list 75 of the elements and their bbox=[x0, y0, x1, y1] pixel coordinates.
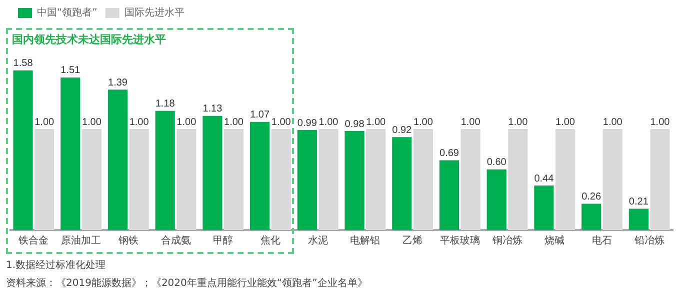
data-label: 1.00 bbox=[129, 116, 150, 128]
data-label: 1.13 bbox=[202, 104, 223, 115]
data-label: 1.51 bbox=[60, 65, 81, 76]
data-label: 1.00 bbox=[413, 116, 434, 128]
x-tick-label: 铁合金 bbox=[18, 234, 49, 247]
bar bbox=[34, 129, 54, 230]
bar bbox=[250, 122, 270, 230]
bar bbox=[82, 129, 102, 230]
bar bbox=[486, 169, 506, 230]
data-label: 1.00 bbox=[460, 116, 481, 128]
data-label: 1.18 bbox=[155, 98, 176, 110]
bar bbox=[344, 131, 364, 230]
bar bbox=[555, 129, 576, 230]
bar bbox=[13, 70, 33, 230]
x-tick-label: 电石 bbox=[592, 234, 612, 247]
x-tick-label: 铜冶炼 bbox=[491, 234, 522, 247]
bar bbox=[224, 129, 244, 230]
bar bbox=[534, 186, 554, 230]
x-tick-label: 合成氨 bbox=[160, 234, 191, 247]
data-label: 1.00 bbox=[271, 116, 292, 128]
data-label: 1.07 bbox=[250, 110, 270, 121]
x-tick-label: 烧碱 bbox=[544, 234, 565, 247]
bar bbox=[582, 204, 602, 230]
data-label: 1.39 bbox=[108, 77, 128, 88]
data-label: 1.00 bbox=[556, 116, 576, 128]
bar bbox=[318, 129, 338, 230]
bar bbox=[366, 129, 386, 230]
bar bbox=[413, 129, 433, 230]
bar bbox=[176, 129, 196, 230]
bar bbox=[392, 137, 412, 230]
data-label: 1.58 bbox=[13, 58, 34, 70]
data-label: 0.69 bbox=[440, 148, 460, 160]
data-label: 0.60 bbox=[486, 157, 507, 168]
bar bbox=[155, 110, 175, 230]
data-label: 1.00 bbox=[34, 116, 54, 128]
bar bbox=[439, 160, 460, 230]
data-label: 0.44 bbox=[534, 173, 554, 184]
x-tick-label: 甲醇 bbox=[213, 234, 234, 247]
text: 资料来源：《2019能源数据》；《2020年重点用能行业能效“领跑者”企业名单》 bbox=[6, 276, 368, 290]
data-label: 0.98 bbox=[344, 118, 365, 130]
bar bbox=[460, 129, 480, 230]
x-tick-label: 铅冶炼 bbox=[633, 234, 664, 247]
data-label: 1.00 bbox=[318, 116, 339, 128]
bar bbox=[202, 116, 222, 230]
bar bbox=[60, 77, 80, 230]
bar bbox=[650, 129, 670, 230]
bar bbox=[271, 129, 291, 230]
text: 国内领先技术未达国际先进水平 bbox=[12, 32, 166, 48]
bar bbox=[129, 129, 149, 230]
x-tick-label: 焦化 bbox=[260, 234, 280, 247]
x-tick-label: 平板玻璃 bbox=[440, 234, 480, 247]
data-label: 1.00 bbox=[366, 116, 386, 128]
bar bbox=[297, 130, 317, 230]
data-label: 0.21 bbox=[628, 196, 649, 208]
bar bbox=[108, 90, 128, 230]
x-tick-label: 水泥 bbox=[308, 234, 328, 247]
data-label: 1.00 bbox=[650, 116, 670, 128]
legend-label: 国际先进水平 bbox=[124, 6, 184, 19]
x-tick-label: 原油加工 bbox=[61, 234, 102, 247]
data-label: 1.00 bbox=[602, 116, 623, 128]
data-label: 1.00 bbox=[82, 116, 102, 128]
data-label: 0.92 bbox=[392, 124, 412, 136]
bar bbox=[508, 129, 528, 230]
x-tick-label: 乙烯 bbox=[402, 234, 423, 247]
legend-label: 中国“领跑者” bbox=[37, 6, 98, 19]
data-label: 0.26 bbox=[582, 191, 602, 202]
bar bbox=[628, 208, 648, 230]
x-tick-label: 钢铁 bbox=[117, 234, 138, 247]
data-label: 0.99 bbox=[297, 118, 318, 129]
data-label: 1.00 bbox=[176, 116, 197, 128]
bar bbox=[602, 129, 622, 230]
x-tick-label: 电解铝 bbox=[350, 234, 380, 247]
data-label: 1.00 bbox=[508, 116, 528, 128]
data-label: 1.00 bbox=[224, 116, 244, 128]
text: 1.数据经过标准化处理 bbox=[6, 258, 106, 272]
